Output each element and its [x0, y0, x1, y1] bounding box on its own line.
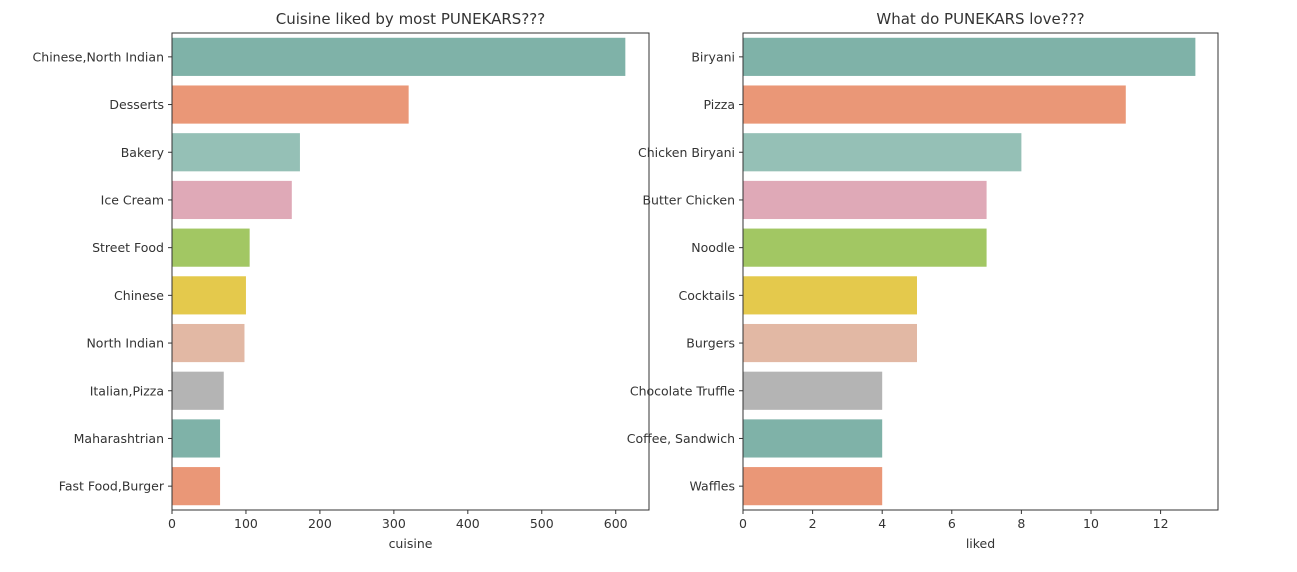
y-tick-label: Chinese,North Indian: [33, 49, 164, 64]
bar: [172, 419, 221, 458]
chart-title: What do PUNEKARS love???: [876, 10, 1084, 28]
bar: [743, 323, 917, 363]
x-tick-label: 500: [530, 516, 554, 531]
y-tick-label: Street Food: [92, 240, 164, 255]
x-tick-label: 0: [739, 516, 747, 531]
x-tick-label: 400: [456, 516, 480, 531]
y-tick-label: Coffee, Sandwich: [627, 431, 735, 446]
x-axis-label: liked: [966, 536, 995, 551]
bar: [743, 85, 1126, 124]
x-tick-label: 2: [809, 516, 817, 531]
y-tick-label: Fast Food,Burger: [59, 479, 165, 494]
bar: [172, 323, 245, 363]
y-tick-label: Italian,Pizza: [90, 383, 164, 398]
y-tick-label: Waffles: [689, 479, 735, 494]
x-tick-label: 0: [168, 516, 176, 531]
bar: [172, 180, 292, 220]
x-axis-label: cuisine: [389, 536, 433, 551]
y-tick-label: Pizza: [703, 97, 735, 112]
bar: [172, 467, 221, 506]
bar: [743, 180, 987, 220]
bar: [743, 419, 883, 458]
y-tick-label: Butter Chicken: [642, 192, 735, 207]
y-tick-label: Maharashtrian: [74, 431, 164, 446]
y-tick-label: Bakery: [121, 145, 165, 160]
chart-liked-dishes: What do PUNEKARS love??? liked Biryani Pi…: [627, 10, 1219, 551]
plot-frame: [742, 32, 1219, 511]
bar: [172, 276, 246, 315]
bar: [743, 133, 1022, 172]
x-tick-label: 4: [878, 516, 886, 531]
bar: [172, 37, 626, 76]
x-tick-label: 12: [1153, 516, 1169, 531]
x-tick-label: 600: [604, 516, 628, 531]
y-tick-label: Biryani: [691, 49, 735, 64]
bar: [172, 371, 224, 410]
plot-frame: [171, 32, 650, 511]
y-tick-label: Noodle: [691, 240, 735, 255]
bar: [172, 228, 250, 267]
bar: [172, 85, 409, 124]
bar: [172, 133, 300, 172]
y-tick-label: Chicken Biryani: [638, 145, 735, 160]
bar: [743, 467, 883, 506]
x-tick-label: 300: [382, 516, 406, 531]
x-tick-label: 200: [308, 516, 332, 531]
y-tick-label: Ice Cream: [101, 192, 164, 207]
y-tick-label: Chinese: [114, 288, 164, 303]
x-tick-label: 8: [1017, 516, 1025, 531]
chart-cuisine: Cuisine liked by most PUNEKARS??? cuisin…: [33, 10, 650, 551]
y-tick-label: Cocktails: [678, 288, 735, 303]
bar: [743, 37, 1196, 76]
y-tick-label: Burgers: [686, 336, 735, 351]
x-tick-label: 6: [948, 516, 956, 531]
y-tick-label: North Indian: [86, 336, 164, 351]
x-tick-label: 100: [234, 516, 258, 531]
bar: [743, 371, 883, 410]
bar: [743, 228, 987, 267]
y-tick-label: Chocolate Truffle: [630, 383, 735, 398]
bar: [743, 276, 917, 315]
chart-title: Cuisine liked by most PUNEKARS???: [276, 10, 545, 28]
y-tick-label: Desserts: [109, 97, 164, 112]
x-tick-label: 10: [1083, 516, 1099, 531]
